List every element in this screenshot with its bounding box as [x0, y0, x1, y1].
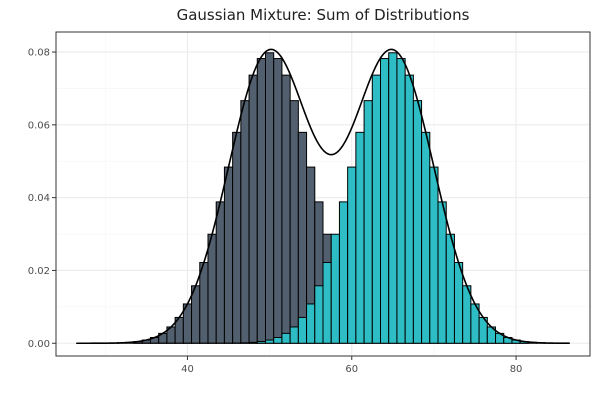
- y-tick-label-3: 0.06: [28, 120, 50, 131]
- x-tick-label-0: 40: [181, 364, 194, 375]
- x-tick-label-2: 80: [510, 364, 523, 375]
- y-tick-label-2: 0.04: [28, 193, 50, 204]
- bar-s2-64: [380, 58, 390, 344]
- bar-s1-49: [256, 58, 266, 344]
- bar-s1-42: [199, 261, 209, 344]
- bar-s1-51: [273, 58, 283, 344]
- bar-s2-55: [306, 303, 316, 344]
- bar-s1-47: [240, 100, 250, 344]
- bar-s2-72: [445, 233, 455, 344]
- bar-s2-70: [429, 166, 439, 344]
- bar-s2-57: [322, 261, 332, 344]
- bar-s1-48: [248, 74, 258, 344]
- bar-s2-63: [371, 74, 382, 344]
- bar-s2-49: [256, 341, 266, 344]
- bar-s2-68: [412, 100, 423, 344]
- chart-title: Gaussian Mixture: Sum of Distributions: [177, 6, 470, 24]
- bar-s2-50: [264, 339, 275, 344]
- bar-s2-73: [453, 261, 464, 344]
- axes: 40 60 80 0.00 0.02 0.04 0.06 0.08: [28, 48, 523, 375]
- bar-s2-71: [437, 201, 447, 344]
- bar-s1-50: [264, 52, 275, 344]
- bar-s2-65: [388, 52, 398, 344]
- y-tick-label-0: 0.00: [28, 339, 50, 350]
- sum-density-line: [76, 48, 570, 345]
- bar-s2-61: [355, 131, 365, 344]
- y-tick-label-1: 0.02: [28, 266, 50, 277]
- bar-s1-45: [223, 166, 234, 344]
- bar-s2-51: [273, 336, 283, 344]
- bar-s1-43: [207, 233, 217, 344]
- bar-s1-52: [281, 74, 291, 344]
- bar-s2-56: [314, 285, 324, 344]
- bar-s2-54: [297, 316, 308, 344]
- bar-s2-62: [363, 100, 373, 344]
- bar-s1-53: [289, 100, 299, 344]
- bar-s1-46: [232, 131, 242, 344]
- bar-s1-54: [297, 131, 308, 344]
- bar-s2-53: [289, 326, 299, 344]
- bar-s2-66: [396, 58, 406, 344]
- density-curve: [76, 48, 570, 345]
- bar-s2-67: [404, 74, 414, 344]
- x-tick-label-1: 60: [345, 364, 358, 375]
- bar-s2-69: [421, 131, 431, 344]
- bar-s2-59: [338, 201, 349, 344]
- panel-border: [55, 31, 591, 357]
- y-tick-label-4: 0.08: [28, 48, 50, 59]
- bar-s2-60: [347, 166, 357, 344]
- bar-s2-48: [248, 341, 258, 344]
- bar-s2-52: [281, 332, 291, 344]
- bar-s1-44: [215, 201, 225, 344]
- bar-s2-58: [330, 233, 340, 344]
